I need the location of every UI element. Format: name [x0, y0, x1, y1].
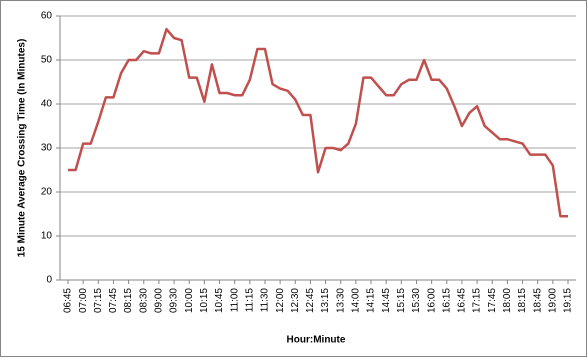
x-tick-label: 12:45 [305, 288, 316, 313]
x-tick-label: 07:15 [93, 288, 104, 313]
y-tick-label: 0 [46, 275, 52, 286]
x-tick-label: 09:30 [169, 288, 180, 313]
x-tick-label: 08:30 [138, 288, 149, 313]
x-tick-label: 14:45 [381, 288, 392, 313]
x-tick-label: 07:45 [108, 288, 119, 313]
x-tick-label: 07:00 [78, 288, 89, 313]
x-tick-label: 18:15 [517, 288, 528, 313]
y-tick-label: 10 [41, 231, 53, 242]
x-tick-label: 06:45 [63, 288, 74, 313]
y-tick-label: 20 [41, 187, 53, 198]
x-tick-label: 08:15 [123, 288, 134, 313]
x-tick-label: 19:15 [563, 288, 574, 313]
y-tick-label: 60 [41, 11, 53, 22]
x-tick-label: 13:30 [335, 288, 346, 313]
x-tick-label: 16:15 [441, 288, 452, 313]
y-tick-label: 30 [41, 143, 53, 154]
x-tick-label: 10:15 [199, 288, 210, 313]
x-tick-label: 12:00 [275, 288, 286, 313]
x-tick-label: 18:45 [532, 288, 543, 313]
y-tick-label: 40 [41, 99, 53, 110]
y-axis-title: 15 Minute Average Crossing Time (In Minu… [17, 39, 28, 258]
x-axis-title: Hour:Minute [287, 335, 346, 346]
x-tick-label: 11:15 [244, 288, 255, 313]
x-tick-label: 15:30 [411, 288, 422, 313]
x-tick-label: 17:45 [487, 288, 498, 313]
y-tick-label: 50 [41, 55, 53, 66]
x-tick-label: 19:00 [547, 288, 558, 313]
x-tick-label: 10:00 [184, 288, 195, 313]
x-tick-label: 10:45 [214, 288, 225, 313]
x-tick-label: 11:30 [260, 288, 271, 313]
x-tick-label: 16:45 [457, 288, 468, 313]
x-tick-label: 12:30 [290, 288, 301, 313]
x-tick-label: 14:00 [351, 288, 362, 313]
x-tick-label: 15:15 [396, 288, 407, 313]
x-tick-label: 14:15 [366, 288, 377, 313]
x-tick-label: 13:15 [320, 288, 331, 313]
data-line [68, 27, 568, 218]
x-tick-label: 17:15 [472, 288, 483, 313]
x-tick-label: 16:00 [426, 288, 437, 313]
x-tick-label: 09:00 [154, 288, 165, 313]
x-tick-label: 18:00 [502, 288, 513, 313]
x-tick-label: 11:00 [229, 288, 240, 313]
